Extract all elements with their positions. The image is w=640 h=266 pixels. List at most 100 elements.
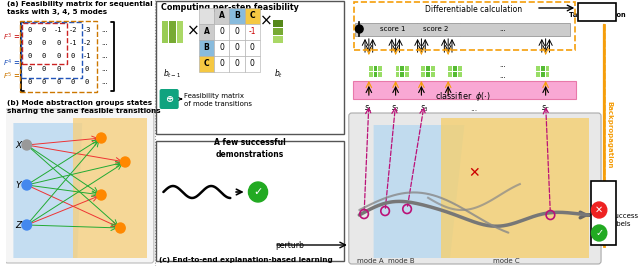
FancyBboxPatch shape <box>448 72 452 77</box>
Text: 0: 0 <box>70 66 75 72</box>
Circle shape <box>116 223 125 233</box>
Text: A: A <box>219 11 225 20</box>
Text: 0: 0 <box>234 27 239 36</box>
FancyBboxPatch shape <box>244 56 260 72</box>
FancyBboxPatch shape <box>349 113 601 264</box>
Text: score 2: score 2 <box>423 26 449 32</box>
FancyBboxPatch shape <box>431 66 435 71</box>
Text: ...: ... <box>100 79 108 85</box>
Text: $s_2$: $s_2$ <box>391 104 400 114</box>
FancyBboxPatch shape <box>396 66 399 71</box>
FancyBboxPatch shape <box>426 72 430 77</box>
FancyBboxPatch shape <box>156 141 344 261</box>
Text: (b) Mode abstraction groups states
sharing the same feasible transitions: (b) Mode abstraction groups states shari… <box>6 100 161 114</box>
Text: 0: 0 <box>28 27 32 33</box>
Text: 0: 0 <box>56 40 60 46</box>
FancyBboxPatch shape <box>273 20 283 27</box>
FancyBboxPatch shape <box>177 21 184 43</box>
Text: $b_t$: $b_t$ <box>273 68 283 81</box>
Text: $F^3$ =: $F^3$ = <box>3 31 20 43</box>
Text: A few successful
demonstrations: A few successful demonstrations <box>214 138 285 159</box>
Text: 0: 0 <box>28 53 32 59</box>
Text: ...: ... <box>499 62 506 68</box>
FancyBboxPatch shape <box>378 66 382 71</box>
FancyBboxPatch shape <box>229 24 244 40</box>
FancyBboxPatch shape <box>369 66 372 71</box>
FancyBboxPatch shape <box>536 72 540 77</box>
Circle shape <box>591 225 607 241</box>
Text: ⊕: ⊕ <box>165 94 173 104</box>
FancyBboxPatch shape <box>405 72 409 77</box>
FancyBboxPatch shape <box>426 66 430 71</box>
Text: $F^5$ =: $F^5$ = <box>3 70 20 82</box>
Circle shape <box>248 182 268 202</box>
Text: 0: 0 <box>28 79 32 85</box>
Circle shape <box>97 190 106 200</box>
Text: ...: ... <box>470 104 477 113</box>
Text: ...: ... <box>100 66 108 72</box>
Text: Z: Z <box>15 221 21 230</box>
Text: 0: 0 <box>85 66 89 72</box>
Text: $b_{t-1}$: $b_{t-1}$ <box>163 68 181 81</box>
FancyBboxPatch shape <box>214 8 229 24</box>
FancyBboxPatch shape <box>401 66 404 71</box>
Text: $F^4$ =: $F^4$ = <box>3 57 20 69</box>
FancyBboxPatch shape <box>244 24 260 40</box>
Text: X: X <box>15 140 21 149</box>
FancyBboxPatch shape <box>199 8 214 24</box>
Text: 0: 0 <box>28 40 32 46</box>
Polygon shape <box>374 125 465 258</box>
Text: A: A <box>204 27 209 36</box>
Text: 0: 0 <box>56 79 60 85</box>
FancyBboxPatch shape <box>546 66 550 71</box>
Text: $\times$: $\times$ <box>186 23 198 38</box>
FancyBboxPatch shape <box>214 40 229 56</box>
Text: ✓: ✓ <box>595 228 604 238</box>
FancyBboxPatch shape <box>453 66 457 71</box>
Text: B: B <box>204 44 209 52</box>
Text: -1: -1 <box>83 53 92 59</box>
FancyBboxPatch shape <box>244 8 260 24</box>
Text: ...: ... <box>100 53 108 59</box>
Text: ...: ... <box>499 73 506 79</box>
FancyBboxPatch shape <box>199 40 214 56</box>
FancyBboxPatch shape <box>244 40 260 56</box>
FancyBboxPatch shape <box>369 72 372 77</box>
Text: 0: 0 <box>28 66 32 72</box>
Text: ...: ... <box>100 27 108 33</box>
Circle shape <box>22 220 31 230</box>
Text: ✕: ✕ <box>468 166 480 180</box>
FancyBboxPatch shape <box>421 66 425 71</box>
FancyBboxPatch shape <box>199 24 214 40</box>
FancyBboxPatch shape <box>458 66 461 71</box>
Text: 0: 0 <box>85 79 89 85</box>
Polygon shape <box>440 118 589 258</box>
Text: 0: 0 <box>234 44 239 52</box>
Text: Backpropagation: Backpropagation <box>607 101 612 169</box>
Text: 0: 0 <box>56 53 60 59</box>
Text: Y: Y <box>15 181 21 189</box>
FancyBboxPatch shape <box>273 36 283 43</box>
Polygon shape <box>72 118 147 258</box>
Text: 0: 0 <box>70 79 75 85</box>
Text: ...: ... <box>499 26 506 32</box>
Circle shape <box>97 133 106 143</box>
Text: Feasibility matrix
of mode transitions: Feasibility matrix of mode transitions <box>184 93 252 107</box>
Text: mode A: mode A <box>357 258 384 264</box>
FancyBboxPatch shape <box>396 72 399 77</box>
FancyBboxPatch shape <box>431 72 435 77</box>
Text: -2: -2 <box>83 40 92 46</box>
Text: 0: 0 <box>42 79 46 85</box>
Text: 0: 0 <box>220 60 224 69</box>
FancyBboxPatch shape <box>578 3 616 21</box>
FancyBboxPatch shape <box>374 66 378 71</box>
Text: perturb: perturb <box>275 240 304 250</box>
Text: mode B: mode B <box>388 258 415 264</box>
Text: Differentiable calculation: Differentiable calculation <box>426 5 522 14</box>
Text: -2: -2 <box>68 27 77 33</box>
Text: 0: 0 <box>220 27 224 36</box>
Text: C: C <box>250 11 255 20</box>
FancyBboxPatch shape <box>229 40 244 56</box>
Text: Computing per-step feasibility: Computing per-step feasibility <box>161 3 298 12</box>
FancyBboxPatch shape <box>546 72 550 77</box>
